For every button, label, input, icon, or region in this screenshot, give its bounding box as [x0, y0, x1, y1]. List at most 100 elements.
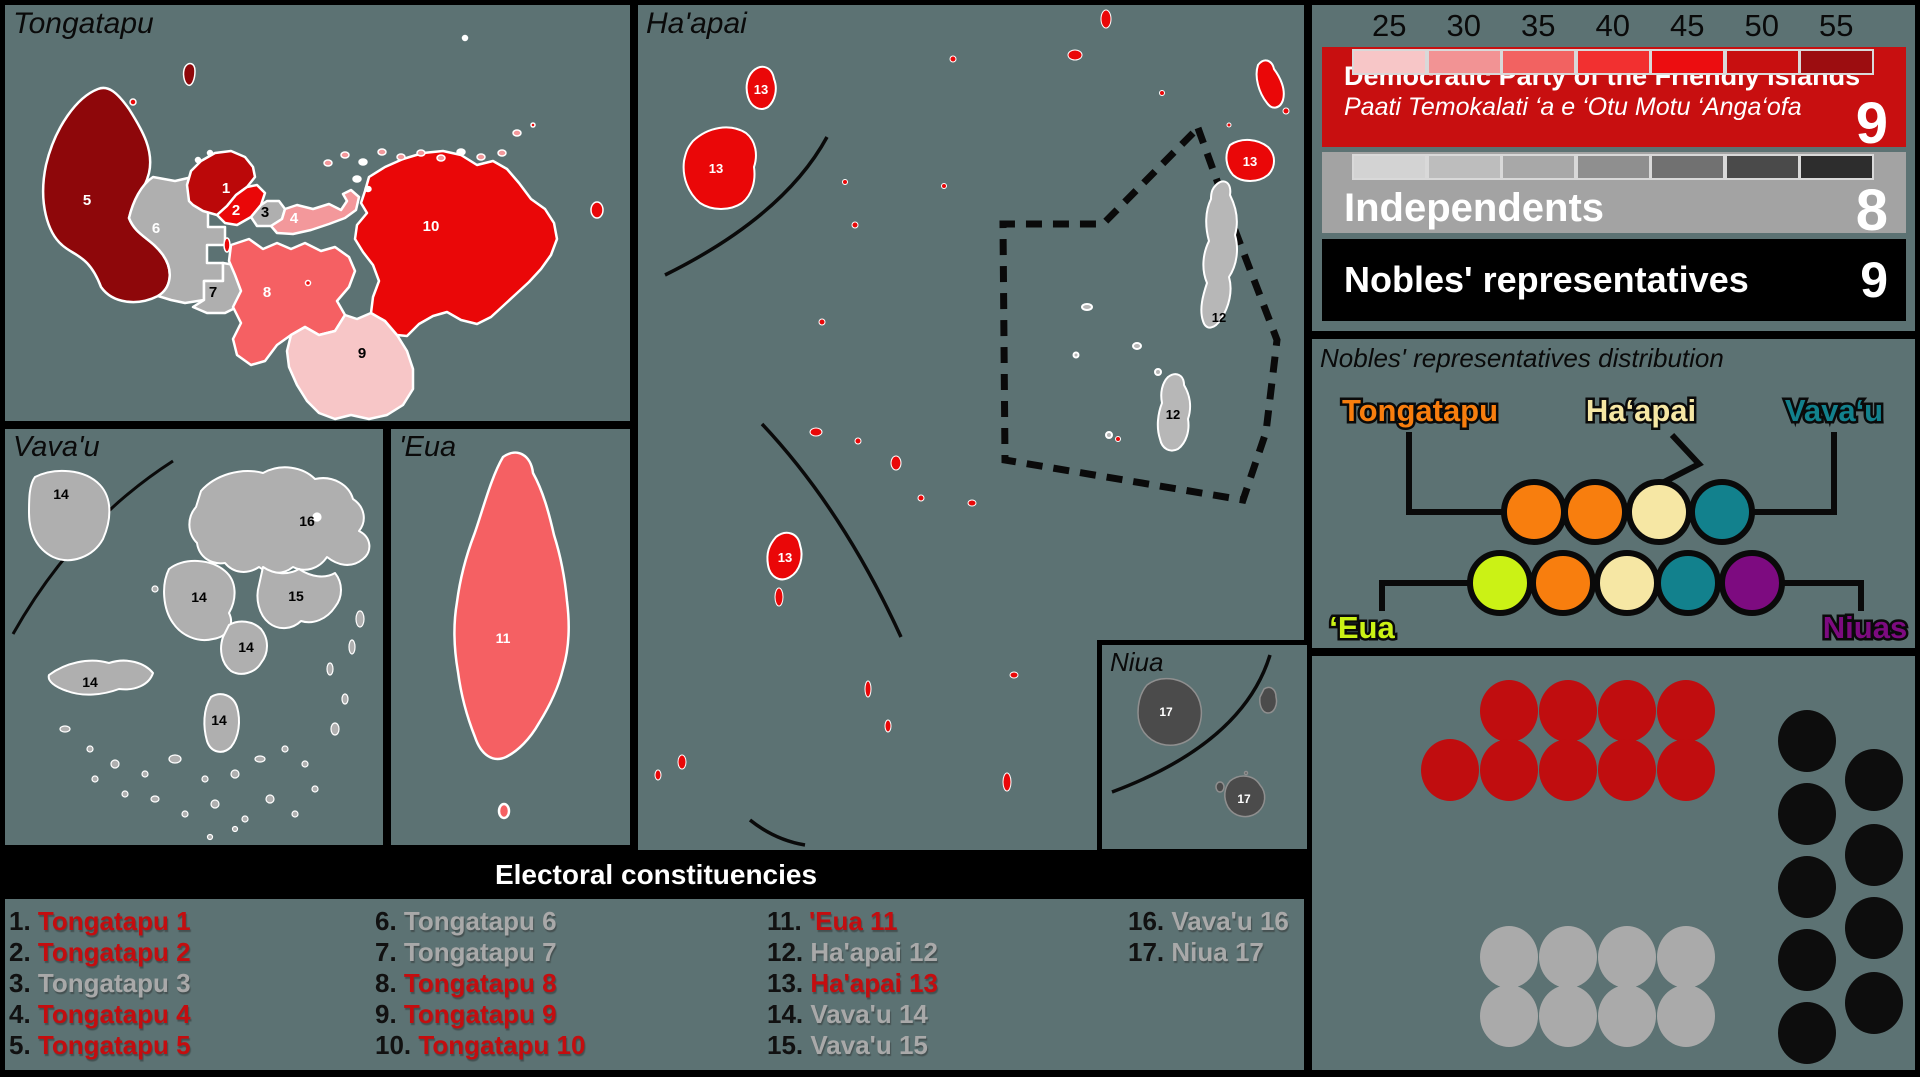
- region-label-eua: ‘Eua: [1329, 610, 1395, 645]
- scale-tick: 45: [1670, 8, 1705, 43]
- constituency-name: Niua 17: [1171, 937, 1264, 967]
- islet: [168, 754, 182, 764]
- haapai-map: 13 13 13 13 12 12: [654, 9, 1290, 847]
- nobles-seat-count: 9: [1860, 252, 1888, 308]
- islet: [1255, 59, 1285, 109]
- constituency-number: 9.: [375, 999, 404, 1029]
- seat-dpfi: [1539, 739, 1597, 801]
- islet: [654, 769, 662, 781]
- islet: [326, 662, 334, 676]
- district-tongatapu-9: [285, 311, 415, 421]
- islet: [1159, 90, 1165, 96]
- islet: [1072, 351, 1080, 359]
- noble-seat-vavau: [1655, 550, 1721, 616]
- islet: [265, 794, 275, 804]
- islet: [129, 98, 137, 106]
- noble-seat-niuas: [1719, 550, 1785, 616]
- constituency-number: 14.: [767, 999, 811, 1029]
- constituency-name: Tongatapu 2: [37, 937, 191, 967]
- islet: [206, 149, 214, 157]
- region-label-tongatapu: Tongatapu: [1342, 393, 1498, 428]
- seat-independents: [1598, 985, 1656, 1047]
- panel-niua: Niua 17 17: [1097, 640, 1312, 854]
- islet: [59, 725, 71, 733]
- constituency-item: 6. Tongatapu 6: [375, 906, 585, 937]
- islet: [355, 610, 365, 628]
- seat-independents: [1598, 926, 1656, 988]
- seat-dpfi: [1480, 739, 1538, 801]
- islet: [121, 790, 129, 798]
- islet: [456, 148, 466, 156]
- district-tongatapu-1: [185, 149, 257, 217]
- islet: [1081, 303, 1093, 311]
- constituency-number: 15.: [767, 1030, 811, 1060]
- panel-vavau: Vava'u: [5, 429, 383, 845]
- islet: [311, 785, 319, 793]
- seat-dpfi: [1539, 680, 1597, 742]
- distribution-connector: [1379, 580, 1470, 611]
- islet: [364, 185, 372, 193]
- seat-nobles: [1778, 710, 1836, 772]
- islet: [281, 745, 289, 753]
- constituency-item: 4. Tongatapu 4: [9, 999, 191, 1030]
- island-number-label: 14: [191, 589, 207, 605]
- islet: [323, 159, 333, 167]
- constituency-item: 11. 'Eua 11: [767, 906, 938, 937]
- color-swatch: [1501, 154, 1576, 180]
- scale-tick: 25: [1372, 8, 1407, 43]
- constituency-number: 16.: [1128, 906, 1172, 936]
- constituency-item: 13. Ha'apai 13: [767, 968, 938, 999]
- constituency-number: 8.: [375, 968, 404, 998]
- islet: [182, 62, 196, 87]
- islet: [842, 179, 848, 185]
- islet: [201, 775, 209, 783]
- legend-bar-nobles: Nobles' representatives 9: [1322, 239, 1906, 321]
- island-number-label: 16: [299, 513, 315, 529]
- island-number-label: 12: [1212, 310, 1226, 325]
- islet: [851, 221, 859, 229]
- island-vavau-14sw: [47, 659, 154, 696]
- islet: [312, 512, 322, 522]
- distribution-diagram: Tongatapu Ha‘apai Vava‘u ‘Eua Niuas: [1327, 391, 1910, 648]
- islet: [1154, 368, 1162, 376]
- seat-dpfi: [1657, 680, 1715, 742]
- constituency-name: Tongatapu 7: [403, 937, 557, 967]
- noble-seat-vavau: [1689, 479, 1755, 545]
- seat-nobles: [1778, 783, 1836, 845]
- islet: [774, 587, 784, 607]
- constituency-item: 1. Tongatapu 1: [9, 906, 191, 937]
- constituency-name: Vava'u 15: [810, 1030, 928, 1060]
- islet: [1226, 122, 1232, 128]
- constituency-name: Ha'apai 13: [810, 968, 938, 998]
- islet: [91, 775, 99, 783]
- island-number-label: 14: [211, 712, 227, 728]
- noble-seat-eua: [1467, 550, 1533, 616]
- islet: [1243, 770, 1249, 776]
- islet: [530, 122, 536, 128]
- islet: [181, 810, 189, 818]
- parliament-seat-diagram: [1312, 656, 1915, 1070]
- island-number-label: 6: [152, 220, 160, 237]
- island-haapai-12: [1156, 373, 1192, 452]
- vavau-map: 14 16 14 15 14 14 14: [11, 459, 371, 841]
- seat-nobles: [1845, 824, 1903, 886]
- seat-independents: [1657, 926, 1715, 988]
- seat-dpfi: [1598, 680, 1656, 742]
- constituency-name: Tongatapu 1: [37, 906, 191, 936]
- seat-nobles: [1845, 972, 1903, 1034]
- islet: [1259, 686, 1278, 714]
- island-number-label: 15: [288, 588, 304, 604]
- islet: [949, 55, 957, 63]
- niua-title: Niua: [1110, 647, 1164, 677]
- parliament-seats: [1421, 680, 1903, 1064]
- boundary-arc: [1111, 654, 1272, 794]
- distribution-connector: [1406, 432, 1504, 515]
- island-haapai-13: [745, 65, 777, 110]
- scale-tick: 35: [1521, 8, 1556, 43]
- island-number-label: 5: [83, 192, 91, 209]
- color-swatch: [1501, 49, 1576, 75]
- scale-tick: 55: [1819, 8, 1854, 43]
- islet: [1009, 671, 1019, 679]
- district-tongatapu-10: [353, 149, 559, 338]
- islet: [304, 279, 312, 287]
